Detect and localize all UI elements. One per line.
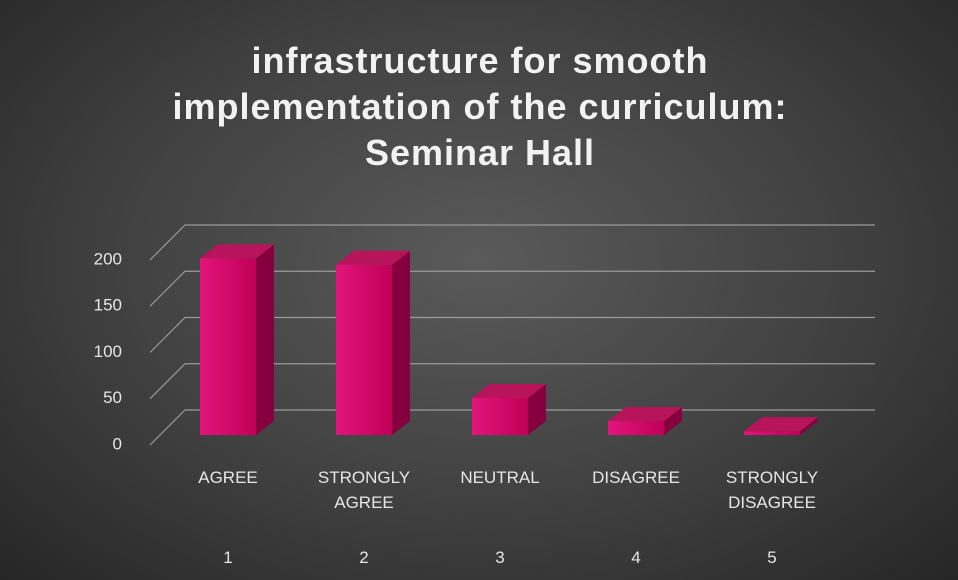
category-number: 3 — [495, 548, 505, 567]
bar-top — [200, 244, 274, 259]
bar — [744, 417, 818, 435]
category-number: 4 — [631, 548, 641, 567]
bar-side — [528, 384, 546, 435]
bar-side — [256, 244, 274, 435]
y-tick-label: 50 — [103, 388, 122, 407]
x-tick-label: DISAGREE — [592, 468, 680, 487]
bar-top — [472, 384, 546, 398]
y-tick-label: 150 — [94, 296, 122, 315]
y-tick-label: 200 — [94, 249, 122, 268]
bar-front — [744, 431, 800, 435]
bar — [608, 407, 682, 435]
bar-front — [608, 421, 664, 435]
bar-top — [744, 417, 818, 432]
bar-side — [392, 250, 410, 435]
x-tick-label: NEUTRAL — [460, 468, 540, 487]
bar-side — [800, 417, 818, 435]
bar-top — [608, 407, 682, 422]
y-tick-label: 100 — [94, 342, 122, 361]
category-number: 2 — [359, 548, 369, 567]
bar — [336, 250, 410, 435]
bar-top — [336, 250, 410, 265]
category-number: 5 — [767, 548, 777, 567]
grid-line — [149, 363, 875, 400]
grid-line — [149, 224, 875, 261]
x-tick-label: STRONGLY AGREE — [317, 468, 411, 512]
bar — [472, 384, 546, 435]
category-number: 1 — [223, 548, 233, 567]
y-tick-label: 0 — [113, 434, 122, 453]
chart-title: infrastructure for smooth implementation… — [172, 40, 788, 173]
bar-front — [472, 398, 528, 435]
grid-line — [149, 316, 875, 353]
bar-side — [664, 407, 682, 435]
grid-line — [149, 270, 875, 307]
bar-front — [200, 258, 256, 435]
x-tick-label: STRONGLY DISAGREE — [725, 468, 819, 512]
bar — [200, 244, 274, 435]
bar-front — [336, 264, 392, 435]
x-tick-label: AGREE — [198, 468, 258, 487]
